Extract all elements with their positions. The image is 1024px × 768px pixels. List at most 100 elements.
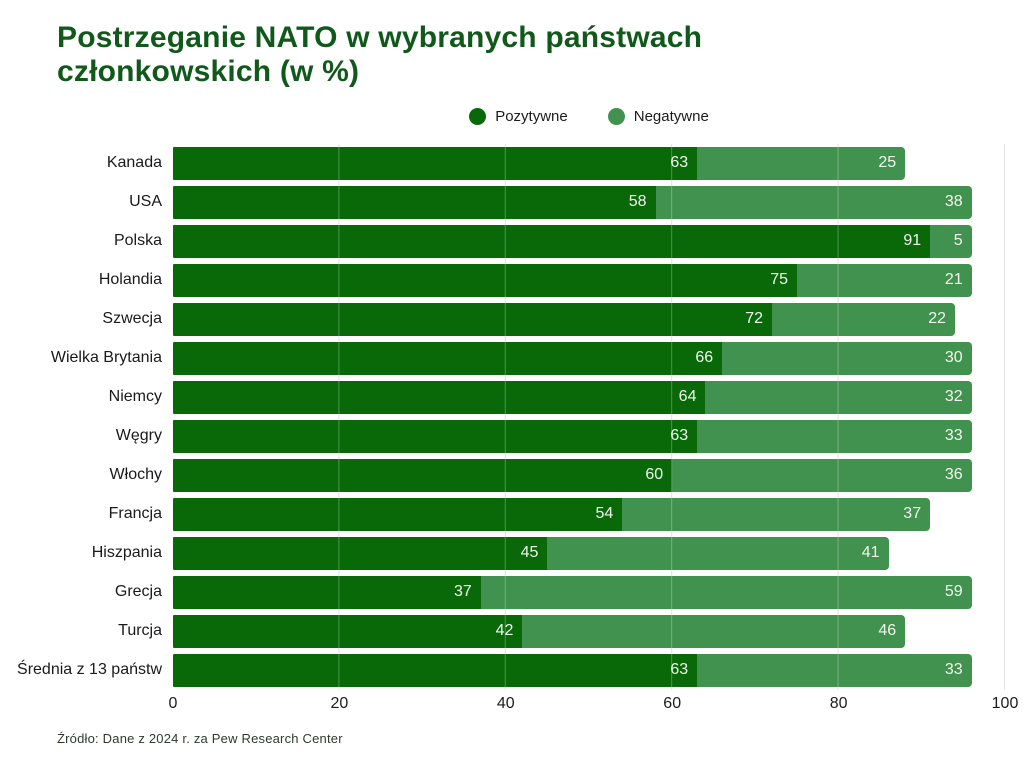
negative-bar-segment: 22 <box>772 302 956 336</box>
negative-bar-segment: 33 <box>697 653 972 687</box>
negative-bar-segment: 36 <box>672 458 972 492</box>
country-label: Holandia <box>98 271 162 289</box>
positive-bar-segment: 91 <box>173 224 931 258</box>
positive-value-label: 45 <box>520 544 539 562</box>
negative-bar-segment: 41 <box>547 536 889 570</box>
negative-bar-segment: 30 <box>722 341 972 375</box>
bar-track: 72 22 <box>173 302 1005 336</box>
bar-row: Szwecja 72 22 <box>102 300 1005 339</box>
country-label: Szwecja <box>102 310 162 328</box>
bar-track: 54 37 <box>173 497 1005 531</box>
negative-value-label: 30 <box>944 349 963 367</box>
positive-bar-segment: 64 <box>173 380 706 414</box>
bar-row: Francja 54 37 <box>109 495 1005 534</box>
negative-legend-dot-icon <box>607 108 625 126</box>
negative-bar-segment: 32 <box>705 380 972 414</box>
legend-label-positive: Pozytywne <box>495 108 568 126</box>
negative-bar-segment: 46 <box>522 614 906 648</box>
negative-value-label: 33 <box>944 427 963 445</box>
negative-value-label: 33 <box>944 661 963 679</box>
country-label: Włochy <box>109 466 162 484</box>
positive-bar-segment: 63 <box>173 653 698 687</box>
country-label: USA <box>129 193 162 211</box>
bar-row: USA 58 38 <box>129 183 1005 222</box>
positive-bar-segment: 58 <box>173 185 656 219</box>
positive-value-label: 64 <box>678 388 697 406</box>
positive-bar-segment: 45 <box>173 536 548 570</box>
legend: Pozytywne Negatywne <box>173 107 1005 127</box>
x-tick-label: 100 <box>991 694 1019 712</box>
country-label: Kanada <box>106 154 162 172</box>
bar-row: Turcja 42 46 <box>118 612 1005 651</box>
bar-row: Kanada 63 25 <box>107 144 1005 183</box>
bar-row: Włochy 60 36 <box>110 456 1005 495</box>
bar-row: Węgry 63 33 <box>116 417 1005 456</box>
positive-value-label: 63 <box>670 154 689 172</box>
negative-bar-segment: 25 <box>697 146 906 180</box>
positive-value-label: 54 <box>595 505 614 523</box>
legend-label-negative: Negatywne <box>633 108 709 126</box>
negative-value-label: 22 <box>928 310 947 328</box>
negative-value-label: 5 <box>953 232 963 250</box>
positive-bar-segment: 42 <box>173 614 523 648</box>
negative-bar-segment: 5 <box>930 224 972 258</box>
plot-area: Kanada 63 25 USA 58 38 Polska 91 <box>17 143 1005 690</box>
negative-value-label: 59 <box>944 583 963 601</box>
x-tick-label: 60 <box>663 694 682 712</box>
negative-value-label: 37 <box>903 505 922 523</box>
bar-row: Polska 91 5 <box>114 222 1005 261</box>
bar-track: 60 36 <box>173 458 1005 492</box>
x-tick-label: 80 <box>829 694 848 712</box>
positive-legend-dot-icon <box>469 108 487 126</box>
country-label: Polska <box>113 232 162 250</box>
country-label: Grecja <box>114 583 162 601</box>
x-axis: 0 20 40 60 80 100 <box>169 690 1019 716</box>
negative-value-label: 38 <box>944 193 963 211</box>
country-label: Niemcy <box>108 388 162 406</box>
x-tick-label: 40 <box>496 694 515 712</box>
bar-track: 42 46 <box>173 614 1005 648</box>
positive-bar-segment: 60 <box>173 458 673 492</box>
negative-value-label: 41 <box>861 544 880 562</box>
country-label: Węgry <box>115 427 162 445</box>
positive-bar-segment: 66 <box>173 341 723 375</box>
positive-value-label: 63 <box>670 427 689 445</box>
country-label: Wielka Brytania <box>50 349 162 367</box>
bar-track: 75 21 <box>173 263 1005 297</box>
positive-value-label: 37 <box>454 583 472 601</box>
country-label: Średnia z 13 państw <box>17 661 162 679</box>
positive-bar-segment: 75 <box>173 263 797 297</box>
source-note: Źródło: Dane z 2024 r. za Pew Research C… <box>57 730 343 746</box>
x-tick-label: 20 <box>330 694 349 712</box>
positive-value-label: 72 <box>745 310 764 328</box>
bar-row: Niemcy 64 32 <box>109 378 1005 417</box>
x-tick-label: 0 <box>168 694 178 712</box>
bar-row: Wielka Brytania 66 30 <box>51 339 1005 378</box>
plot-wrap: Kanada 63 25 USA 58 38 Polska 91 <box>0 143 1024 716</box>
negative-value-label: 21 <box>944 271 963 289</box>
country-label: Turcja <box>118 622 162 640</box>
bar-track: 91 5 <box>173 224 1005 258</box>
country-label: Francja <box>108 505 162 523</box>
negative-value-label: 25 <box>878 154 897 172</box>
bar-track: 37 59 <box>173 575 1005 609</box>
positive-value-label: 63 <box>670 661 689 679</box>
positive-bar-segment: 63 <box>173 419 698 453</box>
legend-item-negative: Negatywne <box>607 108 709 126</box>
negative-bar-segment: 37 <box>622 497 931 531</box>
positive-bar-segment: 72 <box>173 302 773 336</box>
negative-bar-segment: 33 <box>697 419 972 453</box>
positive-value-label: 66 <box>695 349 714 367</box>
negative-bar-segment: 21 <box>797 263 972 297</box>
positive-value-label: 75 <box>770 271 788 289</box>
bar-track: 63 33 <box>173 419 1005 453</box>
negative-bar-segment: 38 <box>655 185 972 219</box>
positive-bar-segment: 54 <box>173 497 623 531</box>
bar-track: 64 32 <box>173 380 1005 414</box>
positive-value-label: 42 <box>495 622 514 640</box>
legend-item-positive: Pozytywne <box>469 108 568 126</box>
bar-track: 58 38 <box>173 185 1005 219</box>
positive-value-label: 60 <box>645 466 664 484</box>
bar-rows: Kanada 63 25 USA 58 38 Polska 91 <box>17 144 1005 690</box>
